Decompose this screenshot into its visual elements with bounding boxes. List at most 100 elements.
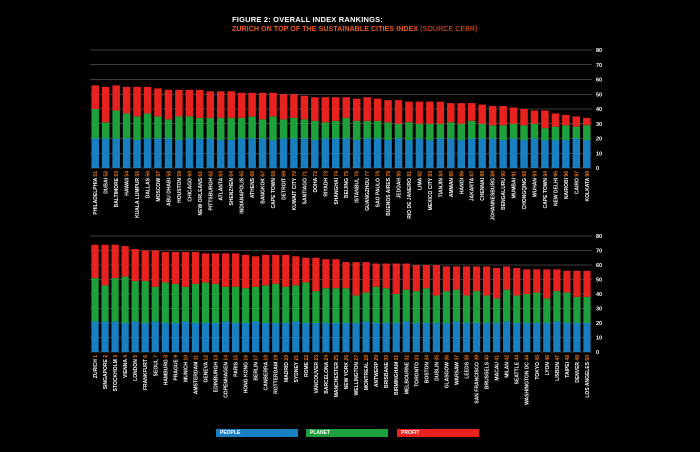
bar-planet-0-12 xyxy=(216,117,225,140)
bar-profit-1-36 xyxy=(452,266,461,290)
category-label-0-30: RIO DE JANEIRO 81 xyxy=(407,171,413,219)
bar-profit-1-42 xyxy=(513,267,521,296)
category-label-1-18: ROTTERDAM 19 xyxy=(274,355,280,394)
bar-profit-0-23 xyxy=(332,97,340,121)
bar-people-1-47 xyxy=(563,323,571,352)
bar-profit-0-19 xyxy=(290,94,298,118)
bar-planet-0-35 xyxy=(457,123,466,140)
bar-planet-0-45 xyxy=(562,125,570,140)
bar-people-1-48 xyxy=(573,323,581,352)
bar-planet-0-34 xyxy=(447,122,455,139)
bar-profit-1-3 xyxy=(121,246,129,277)
category-label-1-28: ANTWERP 29 xyxy=(374,355,380,387)
category-label-1-13: COPENHAGEN 14 xyxy=(224,355,230,398)
bar-people-1-37 xyxy=(462,323,471,352)
bar-people-1-14 xyxy=(231,323,240,352)
bar-people-0-45 xyxy=(562,139,570,168)
category-label-1-21: ROME 22 xyxy=(304,355,310,377)
bar-profit-0-9 xyxy=(185,89,194,117)
category-label-0-3: HAWAII 54 xyxy=(125,171,131,196)
bar-planet-0-7 xyxy=(164,119,173,139)
bar-people-0-24 xyxy=(342,138,350,168)
y-tick-label-1-7: 70 xyxy=(596,249,602,255)
bar-people-1-19 xyxy=(282,323,290,352)
bar-planet-0-23 xyxy=(332,120,340,139)
bar-people-1-43 xyxy=(523,323,531,352)
category-label-1-1: SINGAPORE 2 xyxy=(103,355,109,389)
bar-planet-0-9 xyxy=(185,116,194,139)
bar-profit-0-4 xyxy=(133,86,141,117)
bar-people-1-20 xyxy=(292,321,300,352)
bar-profit-1-41 xyxy=(503,266,511,290)
bar-profit-1-30 xyxy=(392,263,400,294)
bar-planet-1-29 xyxy=(382,288,390,323)
bar-profit-1-31 xyxy=(402,263,410,290)
category-label-0-17: CAPE TOWN 68 xyxy=(271,171,277,209)
bar-planet-1-46 xyxy=(553,291,561,322)
legend-people: PEOPLE xyxy=(216,429,298,437)
bar-profit-1-45 xyxy=(543,269,551,299)
bar-people-1-0 xyxy=(91,321,99,352)
bar-people-1-27 xyxy=(362,321,370,352)
category-label-1-48: DENVER 49 xyxy=(575,355,581,383)
category-label-0-32: MEXICO CITY 83 xyxy=(428,171,434,211)
y-tick-label-1-0: 0 xyxy=(596,350,599,356)
bar-planet-1-4 xyxy=(131,280,139,322)
bar-planet-1-3 xyxy=(121,276,129,323)
bar-profit-0-20 xyxy=(300,95,309,120)
bar-planet-1-22 xyxy=(312,291,320,323)
bar-profit-0-5 xyxy=(143,86,152,114)
bar-profit-1-4 xyxy=(131,249,139,281)
category-label-1-32: TORONTO 33 xyxy=(414,355,420,387)
bar-planet-0-46 xyxy=(572,126,581,139)
y-tick-label-1-1: 10 xyxy=(596,336,602,342)
bar-profit-1-43 xyxy=(523,269,531,294)
y-tick-label-1-4: 40 xyxy=(596,292,602,298)
bar-people-0-20 xyxy=(300,138,309,168)
category-label-1-11: GENEVA 12 xyxy=(203,355,209,383)
bar-planet-1-34 xyxy=(432,295,440,323)
bar-profit-0-39 xyxy=(499,106,507,126)
bar-people-0-32 xyxy=(426,139,434,168)
bar-planet-0-1 xyxy=(101,122,110,139)
y-tick-label-0-7: 70 xyxy=(596,63,602,69)
bar-planet-1-11 xyxy=(201,282,210,323)
bar-profit-0-35 xyxy=(457,103,466,124)
bar-profit-1-9 xyxy=(181,251,189,287)
bar-profit-1-44 xyxy=(533,269,541,293)
bar-planet-0-13 xyxy=(227,117,235,140)
bar-planet-1-2 xyxy=(111,278,119,322)
category-label-0-31: LIMA 82 xyxy=(417,171,423,190)
bar-profit-0-6 xyxy=(154,88,162,117)
y-tick-label-1-3: 30 xyxy=(596,307,602,313)
bar-profit-0-3 xyxy=(122,86,131,114)
bar-planet-1-45 xyxy=(543,298,551,323)
category-label-0-0: PHILADELPHIA 51 xyxy=(93,171,99,215)
bar-people-1-10 xyxy=(191,323,200,352)
bar-planet-1-33 xyxy=(422,288,430,323)
bar-profit-1-15 xyxy=(242,254,250,289)
bar-profit-0-42 xyxy=(530,110,539,124)
category-label-0-25: ISTANBUL 76 xyxy=(355,171,361,203)
legend-profit-label: PROFIT xyxy=(401,430,420,436)
bar-planet-1-16 xyxy=(252,286,260,322)
bar-profit-0-18 xyxy=(279,94,288,120)
bar-people-1-39 xyxy=(482,323,491,352)
bar-planet-1-13 xyxy=(221,286,230,322)
bar-people-1-11 xyxy=(201,323,210,352)
chart-title: FIGURE 2: OVERALL INDEX RANKINGS: xyxy=(232,15,384,24)
bar-planet-0-22 xyxy=(321,122,330,139)
category-label-0-33: TIANJIN 84 xyxy=(438,171,444,198)
category-label-0-24: BEIJING 75 xyxy=(344,171,350,198)
bar-planet-1-31 xyxy=(402,289,410,322)
bar-planet-0-21 xyxy=(311,120,319,140)
category-label-1-3: VIENNA 4 xyxy=(123,355,129,378)
bar-profit-1-39 xyxy=(482,266,491,296)
bar-planet-1-38 xyxy=(472,291,481,323)
category-label-1-19: MADRID 20 xyxy=(284,355,290,382)
bar-profit-1-16 xyxy=(252,256,260,287)
bar-profit-1-28 xyxy=(372,263,380,287)
y-tick-label-0-2: 20 xyxy=(596,137,602,143)
bar-people-0-47 xyxy=(583,139,591,168)
